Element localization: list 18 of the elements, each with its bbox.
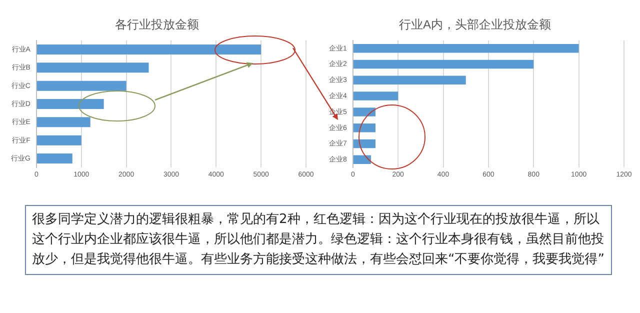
chart-title: 各行业投放金额 [115,18,199,32]
bar [36,80,126,91]
bar [353,139,376,148]
text: 很多同学定义潜力的逻辑很粗暴，常见的有2种，红色逻辑：因为这个行业现在的投放很牛逼，所以这个行业内企业都应该很牛逼，所以他们都是潜力。绿色逻辑：这个行业本身很有钱，虽然目前他投放少，但是我觉得他很牛逼。有些业务方能接受这种做法，有些会怼回来“不要你觉得，我要我觉得” [32,212,604,267]
bar [353,44,579,53]
bar [353,60,534,69]
bar [36,62,149,73]
bar [36,154,72,164]
chart-title: 行业A内，头部企业投放金额 [398,18,552,32]
bar [353,92,398,100]
bar [36,44,262,54]
bar [353,155,371,164]
bar [36,117,90,128]
bar [36,135,82,146]
bar [353,123,376,132]
bar [36,99,104,109]
bar [353,108,376,116]
bar [353,76,466,85]
